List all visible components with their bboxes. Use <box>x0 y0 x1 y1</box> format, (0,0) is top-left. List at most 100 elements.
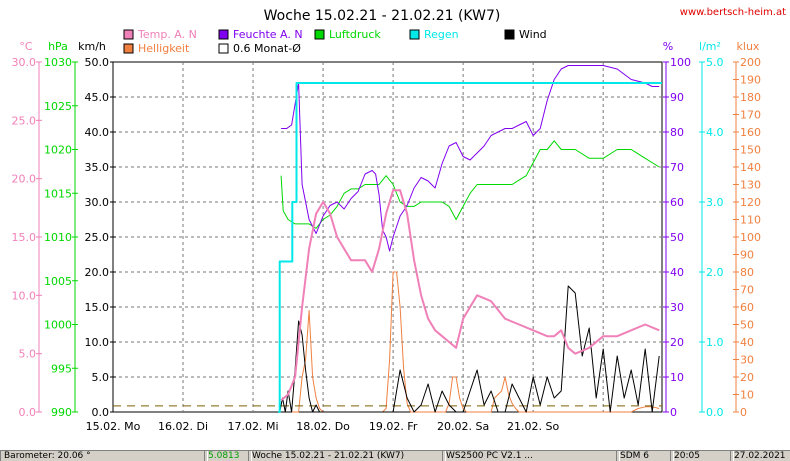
tick-label-press: 1010 <box>44 231 72 244</box>
series-wind <box>279 285 660 413</box>
x-tick-label: 16.02. Di <box>158 420 208 433</box>
tick-label-lux: 140 <box>740 161 761 174</box>
legend-swatch <box>504 29 515 40</box>
tick-label-lux: 40 <box>740 336 754 349</box>
legend-label: Regen <box>424 28 459 41</box>
unit-label-rain: l/m² <box>699 40 721 53</box>
status-cell: SDM 6 <box>616 451 674 461</box>
tick-label-press: 1005 <box>44 275 72 288</box>
x-tick-label: 20.02. Sa <box>437 420 489 433</box>
tick-label-rain: 2.0 <box>706 266 724 279</box>
tick-label-press: 1030 <box>44 56 72 69</box>
x-tick-label: 18.02. Do <box>296 420 350 433</box>
tick-label-hum: 70 <box>670 161 684 174</box>
tick-label-lux: 130 <box>740 179 761 192</box>
tick-label-wind: 35.0 <box>85 161 110 174</box>
chart-title: Woche 15.02.21 - 21.02.21 (KW7) <box>264 8 501 24</box>
status-cell: 5.0813 <box>204 451 252 461</box>
tick-label-lux: 160 <box>740 126 761 139</box>
series-luftdruck <box>280 140 660 229</box>
tick-label-wind: 20.0 <box>85 266 110 279</box>
legend-swatch <box>218 43 229 54</box>
legend-swatch <box>218 29 229 40</box>
tick-label-hum: 30 <box>670 301 684 314</box>
x-tick-label: 17.02. Mi <box>228 420 279 433</box>
tick-label-wind: 25.0 <box>85 231 110 244</box>
tick-label-press: 1020 <box>44 144 72 157</box>
status-cell: Woche 15.02.21 - 21.02.21 (KW7) <box>248 451 446 461</box>
tick-label-lux: 170 <box>740 109 761 122</box>
tick-label-press: 990 <box>51 406 72 419</box>
series-feuchte-a-n <box>281 65 660 252</box>
series-regen <box>278 82 662 413</box>
tick-label-temp: 30.0 <box>12 56 37 69</box>
legend-label: Helligkeit <box>138 42 190 55</box>
x-tick-label: 21.02. So <box>507 420 559 433</box>
axis-rain: 0.0 1.0 2.0 3.0 4.0 5.0 <box>699 56 724 419</box>
tick-label-wind: 10.0 <box>85 336 110 349</box>
tick-label-lux: 150 <box>740 144 761 157</box>
legend-swatch <box>409 29 420 40</box>
unit-label-temp: °C <box>19 40 33 53</box>
tick-label-lux: 70 <box>740 284 754 297</box>
tick-label-rain: 0.0 <box>706 406 724 419</box>
tick-label-wind: 30.0 <box>85 196 110 209</box>
legend-swatch <box>314 29 325 40</box>
tick-label-lux: 100 <box>740 231 761 244</box>
website-label: www.bertsch-heim.at <box>680 7 786 18</box>
tick-label-lux: 110 <box>740 214 761 227</box>
tick-label-hum: 100 <box>670 56 691 69</box>
tick-label-temp: 10.0 <box>12 289 37 302</box>
tick-label-lux: 60 <box>740 301 754 314</box>
tick-label-temp: 15.0 <box>12 231 37 244</box>
legend: Temp. A. N Feuchte A. N Luftdruck Regen Wind… <box>123 28 547 55</box>
tick-label-hum: 40 <box>670 266 684 279</box>
legend-label: 0.6 Monat-Ø <box>233 42 301 55</box>
tick-label-wind: 40.0 <box>85 126 110 139</box>
axis-hum: 0 10 20 30 40 50 60 70 80 90 100 <box>663 56 691 419</box>
tick-label-temp: 5.0 <box>19 348 37 361</box>
tick-label-lux: 90 <box>740 249 754 262</box>
tick-label-press: 995 <box>51 362 72 375</box>
tick-label-rain: 5.0 <box>706 56 724 69</box>
tick-label-wind: 15.0 <box>85 301 110 314</box>
x-axis-ticks: 15.02. Mo 16.02. Di 17.02. Mi 18.02. Do 19.0… <box>86 420 560 433</box>
axis-lux: 0 10 20 30 40 50 60 70 80 90 100 110 120 130 140 150 160… <box>733 56 761 419</box>
status-bar: Barometer: 20.06 ° 5.0813 Woche 15.02.21 -… <box>0 450 790 461</box>
tick-label-lux: 190 <box>740 74 761 87</box>
tick-label-lux: 200 <box>740 56 761 69</box>
axes: 0.05.010.015.020.025.030.099099510001005… <box>12 56 762 419</box>
tick-label-lux: 30 <box>740 354 754 367</box>
tick-label-lux: 0 <box>740 406 747 419</box>
tick-label-hum: 80 <box>670 126 684 139</box>
unit-label-lux: klux <box>737 40 760 53</box>
tick-label-wind: 45.0 <box>85 91 110 104</box>
legend-swatch <box>123 29 134 40</box>
tick-label-wind: 50.0 <box>85 56 110 69</box>
tick-label-hum: 50 <box>670 231 684 244</box>
tick-label-lux: 50 <box>740 319 754 332</box>
tick-label-rain: 1.0 <box>706 336 724 349</box>
legend-swatch <box>123 43 134 54</box>
tick-label-hum: 20 <box>670 336 684 349</box>
tick-label-rain: 3.0 <box>706 196 724 209</box>
tick-label-lux: 180 <box>740 91 761 104</box>
tick-label-lux: 20 <box>740 371 754 384</box>
tick-label-wind: 5.0 <box>92 371 110 384</box>
status-cell: WS2500 PC V2.1 ... <box>442 451 620 461</box>
tick-label-temp: 0.0 <box>19 406 37 419</box>
series-temp-a-n <box>280 189 660 402</box>
status-cell: 20:05 <box>670 451 734 461</box>
legend-label: Wind <box>519 28 547 41</box>
tick-label-press: 1000 <box>44 319 72 332</box>
tick-label-wind: 0.0 <box>92 406 110 419</box>
tick-label-hum: 90 <box>670 91 684 104</box>
tick-label-lux: 80 <box>740 266 754 279</box>
axis-unit-labels: °C hPa km/h% l/m² klux <box>19 40 760 53</box>
axis-press: 990 995 1000 1005 1010 1015 1020 1025 1030 <box>44 56 78 419</box>
tick-label-lux: 120 <box>740 196 761 209</box>
plot-area <box>112 61 663 413</box>
unit-label-press: hPa <box>48 40 68 53</box>
legend-label: Feuchte A. N <box>233 28 303 41</box>
status-cell: Barometer: 20.06 ° <box>0 451 208 461</box>
